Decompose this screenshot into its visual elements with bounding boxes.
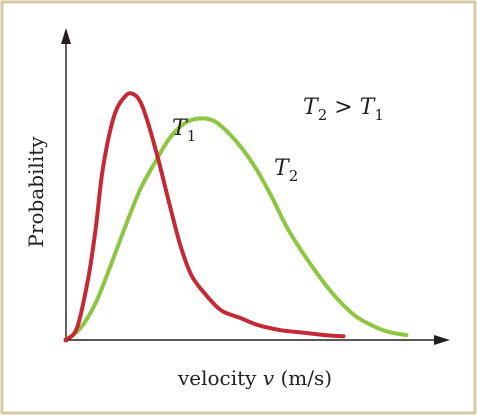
x-axis-label: velocity v (m/s) [177, 366, 332, 390]
series-curve-t1 [64, 91, 346, 342]
series-label-t2: T2 [274, 156, 298, 185]
x-axis-arrow [434, 335, 450, 345]
y-axis-label: Probability [24, 136, 48, 248]
series-curve-t2 [64, 116, 409, 342]
series-label-t1: T1 [172, 116, 196, 145]
origin-dot [63, 337, 69, 343]
curves-group [64, 91, 409, 342]
temperature-relation-annotation: T2 > T1 [303, 95, 384, 124]
y-axis-arrow [61, 28, 71, 44]
